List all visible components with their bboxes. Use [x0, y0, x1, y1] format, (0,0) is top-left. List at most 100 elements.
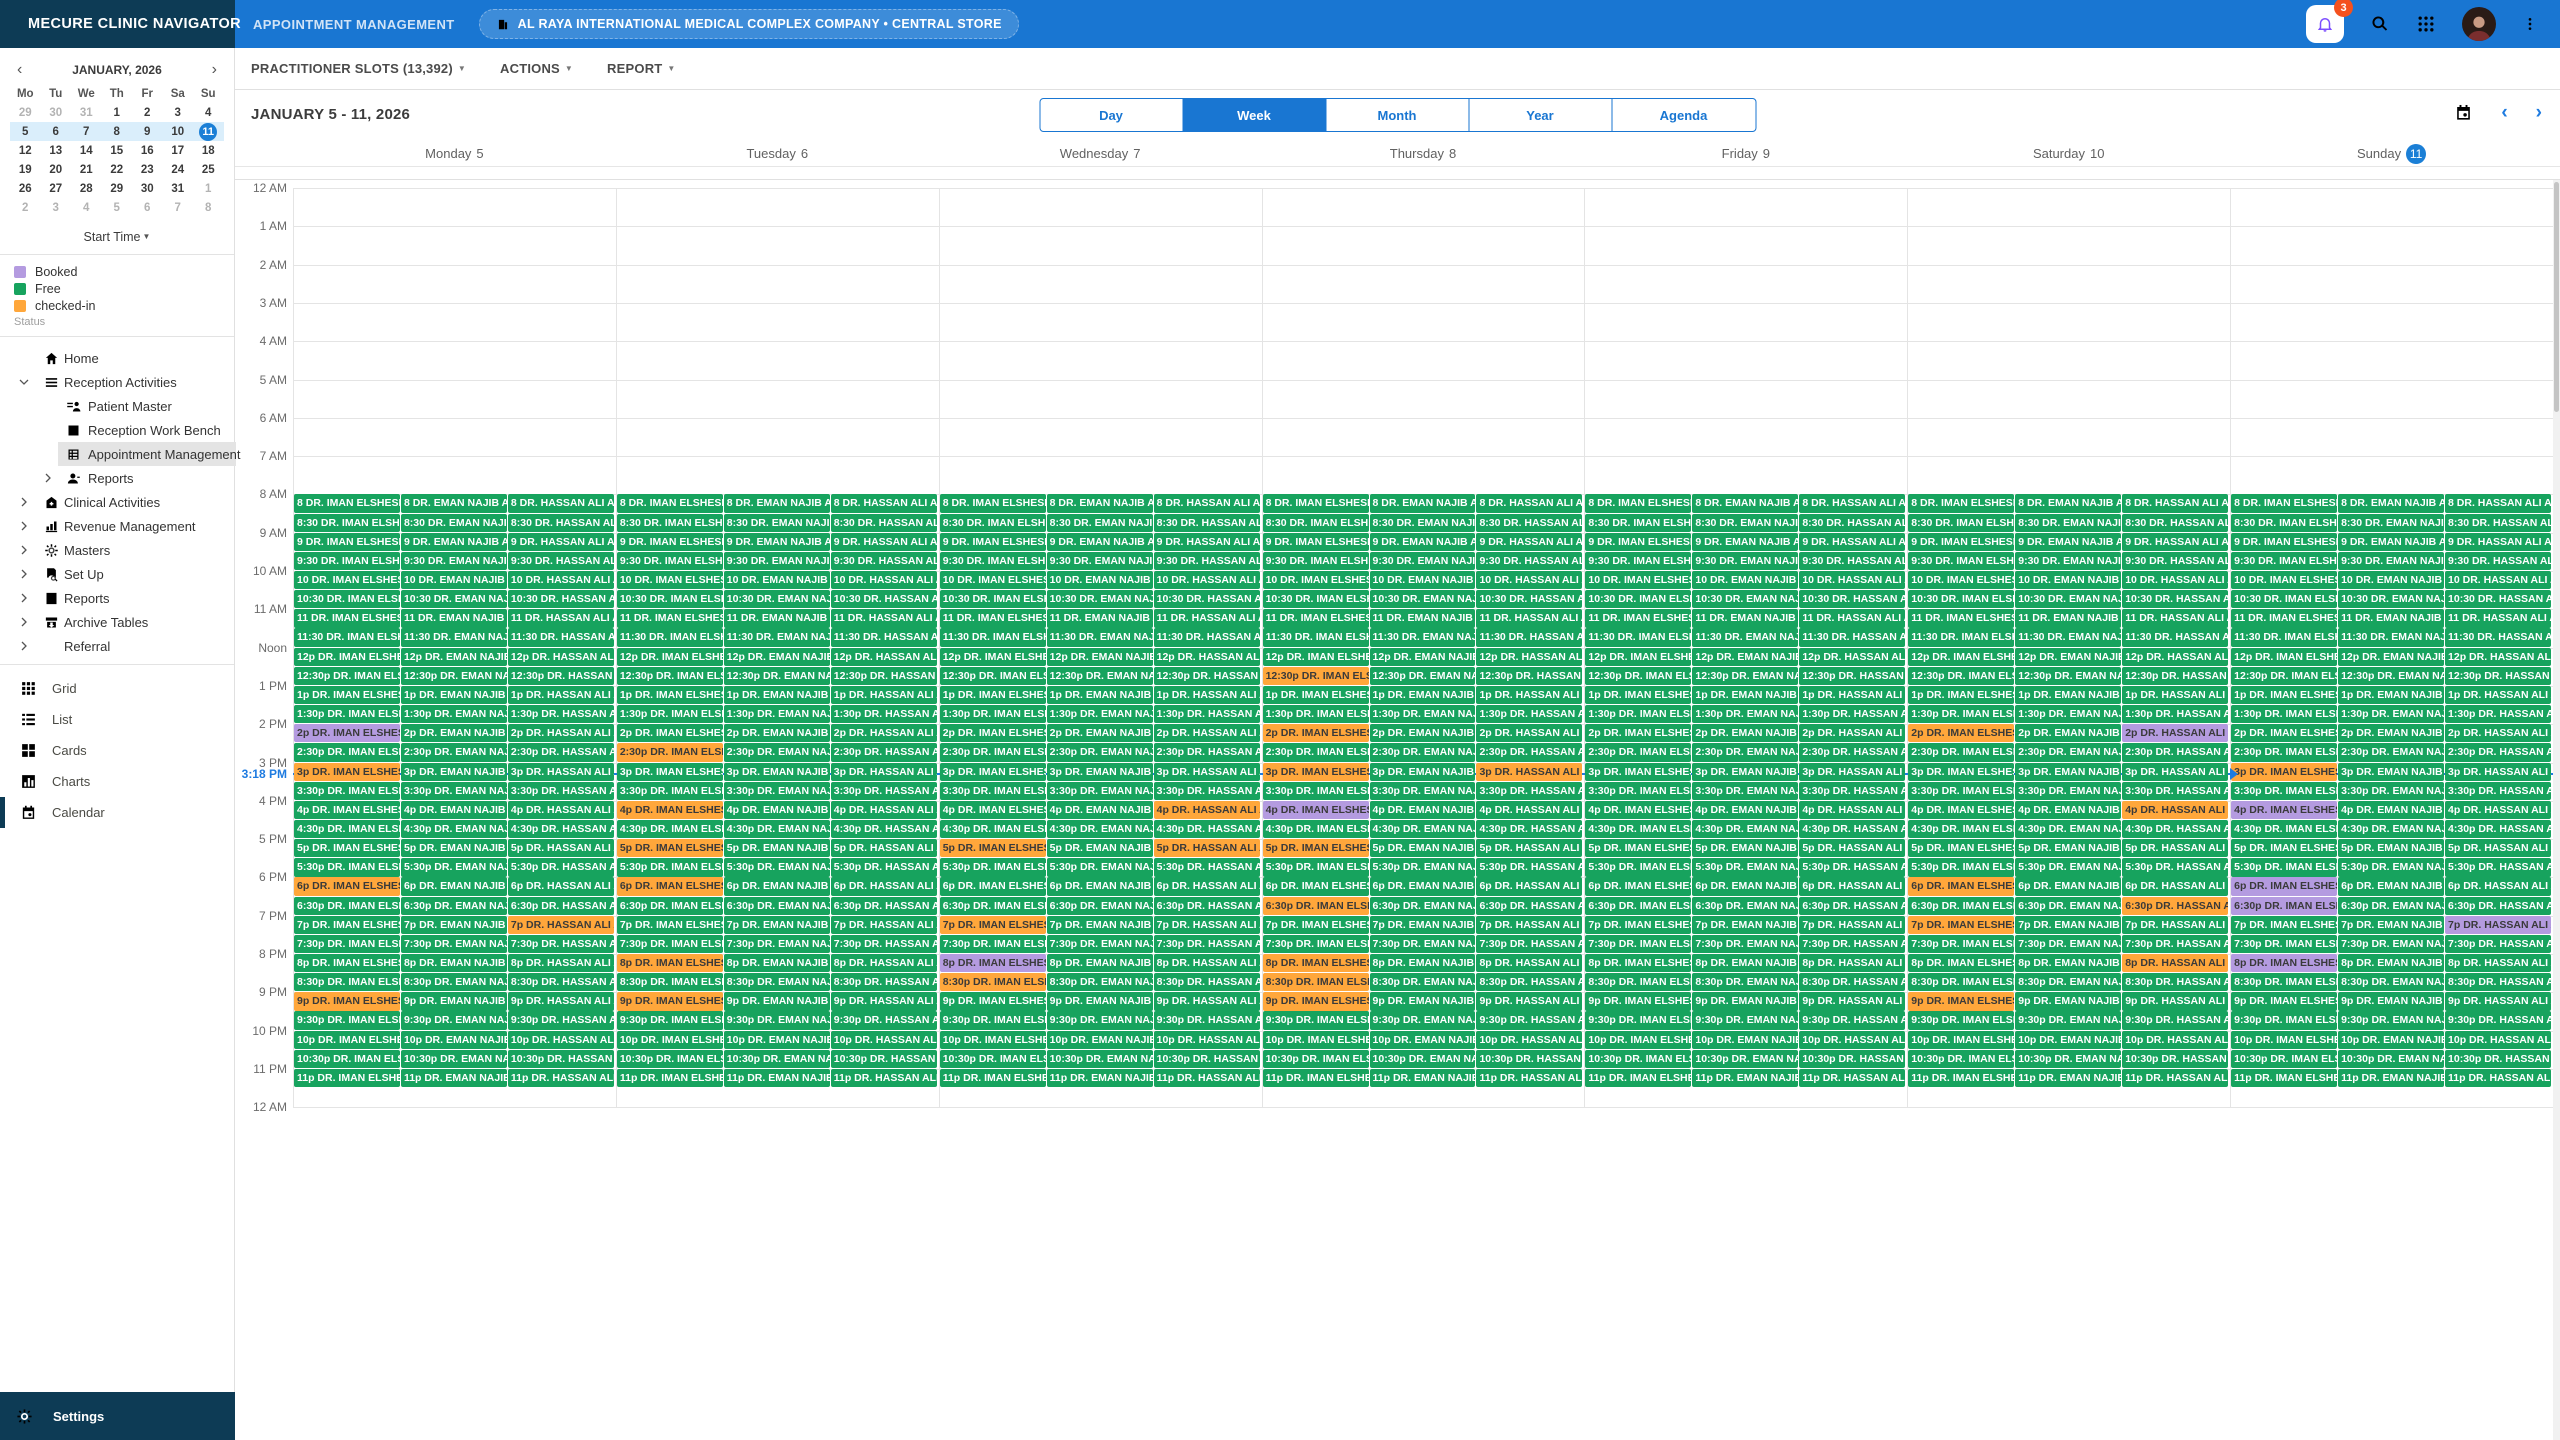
slot-event[interactable]: 10:30p DR. HASSAN ALI AL [830, 1049, 937, 1069]
slot-event[interactable]: 9 DR. IMAN ELSHESHT [616, 532, 723, 551]
slot-event[interactable]: 1p DR. EMAN NAJIB AL [723, 685, 830, 705]
slot-event[interactable]: 8p DR. HASSAN ALI AL [2122, 954, 2229, 973]
slot-event[interactable]: 9:30p DR. IMAN ELSHESHT [616, 1011, 723, 1030]
slot-event[interactable]: 1:30p DR. EMAN NAJIB AL [400, 705, 507, 724]
mini-calendar-day[interactable]: 12 [18, 144, 32, 157]
slot-event[interactable]: 6p DR. IMAN ELSHESHT [939, 877, 1046, 896]
mini-calendar-day[interactable]: 22 [110, 163, 124, 176]
slot-event[interactable]: 4p DR. HASSAN ALI AL [507, 800, 614, 820]
slot-event[interactable]: 3p DR. EMAN NAJIB AL [723, 762, 830, 781]
slot-event[interactable]: 10p DR. HASSAN ALI AL [507, 1030, 614, 1049]
slot-event[interactable]: 10 DR. HASSAN ALI AL [830, 571, 937, 590]
slot-event[interactable]: 9:30 DR. HASSAN ALI AL [1476, 551, 1583, 571]
slot-event[interactable]: 1:30p DR. HASSAN ALI AL [830, 705, 937, 724]
mini-calendar-day[interactable]: 3 [174, 106, 181, 119]
mini-calendar-selected-day[interactable]: 11 [199, 122, 218, 141]
slot-event[interactable]: 2:30p DR. EMAN NAJIB AL [1692, 743, 1799, 762]
slot-event[interactable]: 2p DR. IMAN ELSHESHT [939, 724, 1046, 743]
slot-event[interactable]: 1p DR. EMAN NAJIB AL [2338, 685, 2445, 705]
slot-event[interactable]: 9:30p DR. EMAN NAJIB AL [1369, 1011, 1476, 1030]
slot-event[interactable]: 12:30p DR. HASSAN ALI AL [507, 666, 614, 686]
slot-event[interactable]: 4:30p DR. HASSAN ALI AL [830, 819, 937, 839]
slot-event[interactable]: 8:30 DR. HASSAN ALI AL [1799, 513, 1906, 532]
slot-event[interactable]: 9:30p DR. EMAN NAJIB AL [723, 1011, 830, 1030]
slot-event[interactable]: 4:30p DR. IMAN ELSHESHT [2231, 819, 2338, 839]
slot-event[interactable]: 11:30 DR. EMAN NAJIB AL [2015, 628, 2122, 647]
slot-event[interactable]: 3:30p DR. EMAN NAJIB AL [723, 781, 830, 800]
slot-event[interactable]: 11:30 DR. IMAN ELSHESHT [1585, 628, 1692, 647]
slot-event[interactable]: 8:30p DR. HASSAN ALI AL [830, 973, 937, 992]
slot-event[interactable]: 10p DR. EMAN NAJIB AL [2338, 1030, 2445, 1049]
slot-event[interactable]: 2p DR. HASSAN ALI AL [2122, 724, 2229, 743]
slot-event[interactable]: 7:30p DR. EMAN NAJIB AL [2338, 934, 2445, 954]
actions-menu[interactable]: ACTIONS ▼ [500, 61, 574, 76]
slot-event[interactable]: 4p DR. EMAN NAJIB AL [400, 800, 507, 820]
slot-event[interactable]: 8 DR. IMAN ELSHESHT [294, 494, 400, 513]
slot-event[interactable]: 12p DR. IMAN ELSHESHT [1585, 647, 1692, 666]
slot-event[interactable]: 12p DR. EMAN NAJIB AL [1046, 647, 1153, 666]
slot-event[interactable]: 9 DR. HASSAN ALI AL [1153, 532, 1260, 551]
slot-event[interactable]: 8:30p DR. HASSAN ALI AL [1799, 973, 1906, 992]
slot-event[interactable]: 10p DR. IMAN ELSHESHT [2231, 1030, 2338, 1049]
slot-event[interactable]: 7p DR. IMAN ELSHESHT [1262, 915, 1369, 934]
slot-event[interactable]: 4:30p DR. EMAN NAJIB AL [2338, 819, 2445, 839]
slot-event[interactable]: 7:30p DR. IMAN ELSHESHT [616, 934, 723, 954]
slot-event[interactable]: 9:30p DR. EMAN NAJIB AL [400, 1011, 507, 1030]
slot-event[interactable]: 2p DR. IMAN ELSHESHT [1585, 724, 1692, 743]
slot-event[interactable]: 10p DR. HASSAN ALI AL [1153, 1030, 1260, 1049]
day-header-thursday[interactable]: Thursday 8 [1262, 140, 1585, 167]
slot-event[interactable]: 9:30 DR. IMAN ELSHESHT [1262, 551, 1369, 571]
slot-event[interactable]: 12p DR. IMAN ELSHESHT [294, 647, 400, 666]
slot-event[interactable]: 1:30p DR. IMAN ELSHESHT [294, 705, 400, 724]
slot-event[interactable]: 4p DR. EMAN NAJIB AL [723, 800, 830, 820]
report-menu[interactable]: REPORT ▼ [607, 61, 676, 76]
slot-event[interactable]: 9p DR. EMAN NAJIB AL [1692, 992, 1799, 1011]
slot-event[interactable]: 10 DR. HASSAN ALI AL [2122, 571, 2229, 590]
slot-event[interactable]: 8:30p DR. IMAN ELSHESHT [939, 973, 1046, 992]
slot-event[interactable]: 11:30 DR. EMAN NAJIB AL [723, 628, 830, 647]
slot-event[interactable]: 9p DR. EMAN NAJIB AL [1369, 992, 1476, 1011]
slot-event[interactable]: 1:30p DR. HASSAN ALI AL [2445, 705, 2551, 724]
slot-event[interactable]: 9p DR. IMAN ELSHESHT [2231, 992, 2338, 1011]
slot-event[interactable]: 7p DR. EMAN NAJIB AL [2015, 915, 2122, 934]
slot-event[interactable]: 12:30p DR. IMAN ELSHESHT [616, 666, 723, 686]
slot-event[interactable]: 10:30p DR. HASSAN ALI AL [2122, 1049, 2229, 1069]
slot-event[interactable]: 3p DR. IMAN ELSHESHT [939, 762, 1046, 781]
slot-event[interactable]: 12:30p DR. HASSAN ALI AL [1476, 666, 1583, 686]
slot-event[interactable]: 9 DR. HASSAN ALI AL [1476, 532, 1583, 551]
slot-event[interactable]: 10 DR. EMAN NAJIB AL [1692, 571, 1799, 590]
slot-event[interactable]: 8 DR. IMAN ELSHESHT [616, 494, 723, 513]
slot-event[interactable]: 6:30p DR. IMAN ELSHESHT [294, 896, 400, 915]
slot-event[interactable]: 1p DR. IMAN ELSHESHT [1262, 685, 1369, 705]
sidebar-item-home[interactable]: Home [0, 346, 234, 370]
sidebar-item-clinical-activities[interactable]: Clinical Activities [0, 490, 234, 514]
slot-event[interactable]: 8:30 DR. EMAN NAJIB AL [2338, 513, 2445, 532]
slot-event[interactable]: 7p DR. HASSAN ALI AL [1153, 915, 1260, 934]
slot-event[interactable]: 11 DR. HASSAN ALI AL [830, 609, 937, 628]
slot-event[interactable]: 4:30p DR. HASSAN ALI AL [507, 819, 614, 839]
view-mode-grid[interactable]: Grid [0, 673, 234, 704]
slot-event[interactable]: 8p DR. IMAN ELSHESHT [616, 954, 723, 973]
sidebar-item-reports[interactable]: Reports [0, 466, 234, 490]
slot-event[interactable]: 7:30p DR. IMAN ELSHESHT [1585, 934, 1692, 954]
slot-event[interactable]: 7p DR. EMAN NAJIB AL [1369, 915, 1476, 934]
sidebar-item-masters[interactable]: Masters [0, 538, 234, 562]
slot-event[interactable]: 8:30 DR. HASSAN ALI AL [2445, 513, 2551, 532]
slot-event[interactable]: 1:30p DR. EMAN NAJIB AL [1369, 705, 1476, 724]
slot-event[interactable]: 11:30 DR. IMAN ELSHESHT [1908, 628, 2015, 647]
slot-event[interactable]: 10 DR. IMAN ELSHESHT [939, 571, 1046, 590]
slot-event[interactable]: 9 DR. HASSAN ALI AL [2445, 532, 2551, 551]
slot-event[interactable]: 5:30p DR. EMAN NAJIB AL [400, 858, 507, 877]
slot-event[interactable]: 11:30 DR. EMAN NAJIB AL [1692, 628, 1799, 647]
slot-event[interactable]: 8:30p DR. EMAN NAJIB AL [400, 973, 507, 992]
slot-event[interactable]: 1p DR. IMAN ELSHESHT [1908, 685, 2015, 705]
slot-event[interactable]: 9 DR. IMAN ELSHESHT [294, 532, 400, 551]
slot-event[interactable]: 8 DR. EMAN NAJIB AL [1369, 494, 1476, 513]
slot-event[interactable]: 10 DR. IMAN ELSHESHT [616, 571, 723, 590]
slot-event[interactable]: 9:30 DR. EMAN NAJIB AL [723, 551, 830, 571]
slot-event[interactable]: 8p DR. EMAN NAJIB AL [2015, 954, 2122, 973]
slot-event[interactable]: 3p DR. HASSAN ALI AL [2122, 762, 2229, 781]
slot-event[interactable]: 2p DR. EMAN NAJIB AL [1046, 724, 1153, 743]
slot-event[interactable]: 3p DR. HASSAN ALI AL [1153, 762, 1260, 781]
slot-event[interactable]: 8p DR. IMAN ELSHESHT [1262, 954, 1369, 973]
